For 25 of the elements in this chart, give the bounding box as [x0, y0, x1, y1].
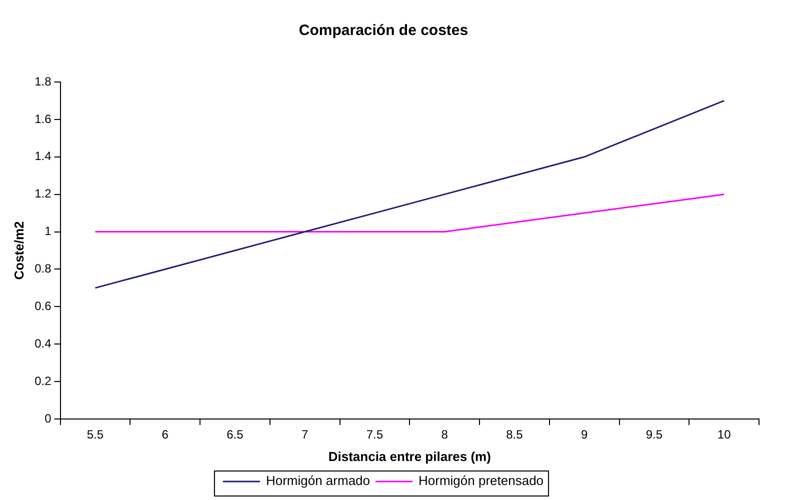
y-tick-label: 1 [44, 224, 52, 238]
y-axis-title: Coste/m2 [11, 221, 26, 280]
y-tick-label: 1.6 [34, 112, 52, 126]
x-tick-label: 7 [301, 428, 308, 442]
x-tick-label: 9 [580, 428, 588, 442]
x-tick-label: 7.5 [366, 428, 384, 442]
legend-label: Hormigón armado [266, 473, 370, 488]
y-tick-label: 1.8 [34, 74, 52, 88]
y-tick-label: 0.4 [34, 336, 52, 350]
x-tick-label: 6.5 [226, 428, 244, 442]
y-tick-label: 1.4 [34, 149, 52, 164]
chart-title: Comparación de costes [298, 22, 468, 40]
y-tick-label: 0 [44, 411, 52, 426]
y-tick-label: 0.2 [34, 374, 52, 388]
y-tick-label: 0.8 [34, 262, 52, 276]
legend-label: Hormigón pretensado [418, 473, 544, 488]
x-tick-label: 10 [717, 428, 732, 442]
x-tick-label: 6 [162, 428, 169, 442]
x-tick-label: 9.5 [646, 428, 663, 442]
y-tick-label: 1.2 [34, 186, 52, 201]
x-axis-title: Distancia entre pilares (m) [328, 448, 491, 464]
y-tick-label: 0.6 [34, 298, 52, 313]
x-tick-label: 5.5 [86, 428, 104, 442]
x-tick-label: 8.5 [506, 428, 524, 442]
x-tick-label: 8 [441, 428, 448, 442]
